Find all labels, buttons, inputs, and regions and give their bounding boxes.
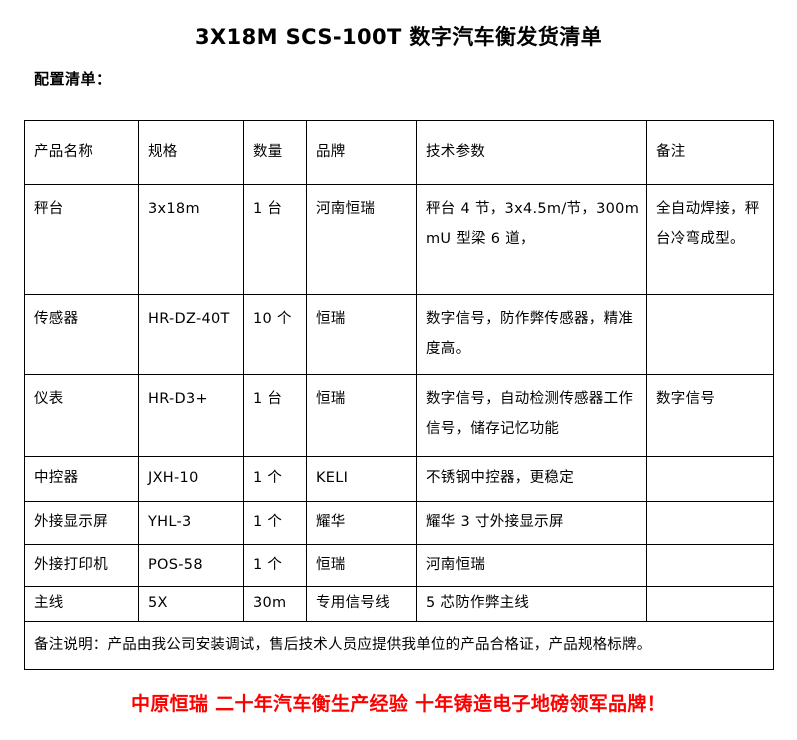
cell-technical-parameters: 耀华 3 寸外接显示屏	[416, 501, 647, 545]
cell-technical-parameters: 数字信号，防作弊传感器，精准度高。	[416, 294, 647, 375]
cell-remark	[646, 544, 774, 587]
table-note-row: 备注说明：产品由我公司安装调试，售后技术人员应提供我单位的产品合格证，产品规格标…	[24, 621, 774, 670]
cell-product-name: 中控器	[24, 456, 139, 502]
column-header-brand: 品牌	[306, 120, 417, 185]
page-title: 3X18M SCS-100T 数字汽车衡发货清单	[194, 25, 603, 49]
column-header-specification: 规格	[138, 120, 244, 185]
cell-technical-parameters: 数字信号，自动检测传感器工作信号，储存记忆功能	[416, 374, 647, 457]
cell-brand: 恒瑞	[306, 374, 417, 457]
table-row: 主线 5X 30m 专用信号线 5 芯防作弊主线	[24, 586, 774, 622]
cell-specification: 3x18m	[138, 184, 244, 295]
cell-remark	[646, 501, 774, 545]
cell-quantity: 1 个	[243, 501, 307, 545]
cell-technical-parameters: 不锈钢中控器，更稳定	[416, 456, 647, 502]
configuration-list-table: 产品名称 规格 数量 品牌 技术参数 备注 秤台 3x18m 1 台 河南恒瑞 …	[24, 120, 774, 670]
cell-specification: 5X	[138, 586, 244, 622]
cell-specification: YHL-3	[138, 501, 244, 545]
cell-technical-parameters: 河南恒瑞	[416, 544, 647, 587]
cell-specification: POS-58	[138, 544, 244, 587]
cell-remark	[646, 456, 774, 502]
column-header-quantity: 数量	[243, 120, 307, 185]
cell-brand: 河南恒瑞	[306, 184, 417, 295]
company-slogan: 中原恒瑞 二十年汽车衡生产经验 十年铸造电子地磅领军品牌！	[131, 693, 666, 715]
cell-product-name: 仪表	[24, 374, 139, 457]
cell-remark	[646, 294, 774, 375]
cell-specification: JXH-10	[138, 456, 244, 502]
table-row: 外接显示屏 YHL-3 1 个 耀华 耀华 3 寸外接显示屏	[24, 501, 774, 545]
cell-product-name: 外接显示屏	[24, 501, 139, 545]
cell-quantity: 30m	[243, 586, 307, 622]
cell-remark	[646, 586, 774, 622]
table-header-row: 产品名称 规格 数量 品牌 技术参数 备注	[24, 120, 774, 185]
cell-product-name: 主线	[24, 586, 139, 622]
table-row: 中控器 JXH-10 1 个 KELI 不锈钢中控器，更稳定	[24, 456, 774, 502]
cell-brand: KELI	[306, 456, 417, 502]
cell-quantity: 1 台	[243, 184, 307, 295]
cell-product-name: 传感器	[24, 294, 139, 375]
cell-specification: HR-D3+	[138, 374, 244, 457]
column-header-technical-parameters: 技术参数	[416, 120, 647, 185]
cell-specification: HR-DZ-40T	[138, 294, 244, 375]
cell-brand: 耀华	[306, 501, 417, 545]
cell-quantity: 1 个	[243, 544, 307, 587]
column-header-product-name: 产品名称	[24, 120, 139, 185]
cell-technical-parameters: 5 芯防作弊主线	[416, 586, 647, 622]
cell-remark: 全自动焊接，秤台冷弯成型。	[646, 184, 774, 295]
cell-brand: 恒瑞	[306, 544, 417, 587]
section-label-configuration-list: 配置清单：	[34, 70, 112, 88]
cell-quantity: 1 台	[243, 374, 307, 457]
cell-remark: 数字信号	[646, 374, 774, 457]
cell-quantity: 10 个	[243, 294, 307, 375]
column-header-remark: 备注	[646, 120, 774, 185]
cell-brand: 恒瑞	[306, 294, 417, 375]
table-row: 传感器 HR-DZ-40T 10 个 恒瑞 数字信号，防作弊传感器，精准度高。	[24, 294, 774, 375]
table-row: 仪表 HR-D3+ 1 台 恒瑞 数字信号，自动检测传感器工作信号，储存记忆功能…	[24, 374, 774, 457]
cell-product-name: 秤台	[24, 184, 139, 295]
table-row: 秤台 3x18m 1 台 河南恒瑞 秤台 4 节，3x4.5m/节，300mmU…	[24, 184, 774, 295]
cell-note: 备注说明：产品由我公司安装调试，售后技术人员应提供我单位的产品合格证，产品规格标…	[24, 621, 774, 670]
cell-product-name: 外接打印机	[24, 544, 139, 587]
table-row: 外接打印机 POS-58 1 个 恒瑞 河南恒瑞	[24, 544, 774, 587]
cell-quantity: 1 个	[243, 456, 307, 502]
cell-brand: 专用信号线	[306, 586, 417, 622]
cell-technical-parameters: 秤台 4 节，3x4.5m/节，300mmU 型梁 6 道，	[416, 184, 647, 295]
